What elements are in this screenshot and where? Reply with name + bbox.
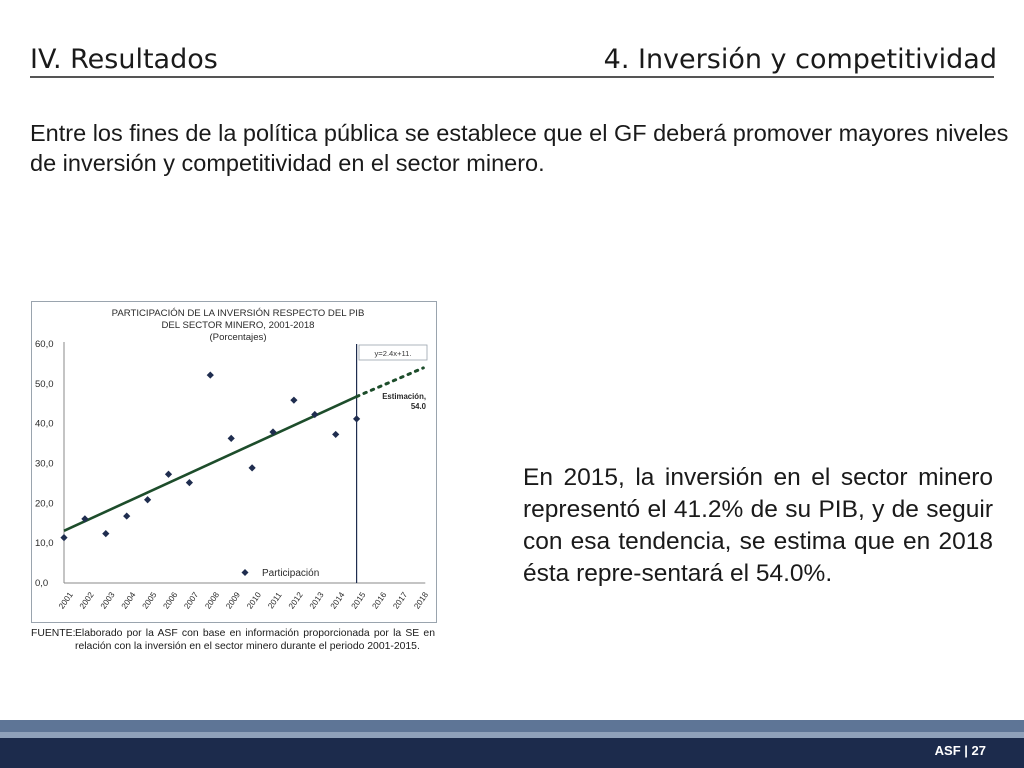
x-tick-label: 2002 xyxy=(78,590,96,610)
slide-title: 4. Inversión y competitividad xyxy=(603,44,997,75)
estimate-label: Estimación, xyxy=(382,392,426,401)
legend-diamond-marker xyxy=(241,569,249,576)
equation-box xyxy=(358,344,428,361)
x-tick-label: 2004 xyxy=(120,590,138,610)
y-tick-label: 50,0 xyxy=(35,379,54,390)
x-tick-label: 2013 xyxy=(308,590,326,610)
footer-band xyxy=(0,720,1024,768)
data-point xyxy=(144,496,152,504)
footer-page-label: ASF | 27 xyxy=(934,743,986,758)
x-tick-label: 2012 xyxy=(287,590,305,610)
findings-paragraph: En 2015, la inversión en el sector miner… xyxy=(523,464,993,587)
x-tick-label: 2008 xyxy=(203,590,221,610)
x-tick-label: 2014 xyxy=(329,590,347,610)
data-point xyxy=(332,430,340,439)
x-tick-label: 2007 xyxy=(182,590,200,610)
chart-title-line-2: DEL SECTOR MINERO, 2001-2018 xyxy=(161,320,314,331)
trend-line xyxy=(63,395,358,532)
data-point xyxy=(227,434,235,443)
footer-stripe-middle xyxy=(0,732,1024,738)
estimate-value: 54.0 xyxy=(411,402,427,411)
y-tick-label: 10,0 xyxy=(35,538,54,549)
data-point xyxy=(290,396,298,404)
chart-subtitle: (Porcentajes) xyxy=(209,332,266,343)
x-tick-label: 2015 xyxy=(350,590,368,610)
y-tick-label: 20,0 xyxy=(35,498,54,509)
x-tick-label: 2009 xyxy=(224,590,242,610)
data-point xyxy=(60,533,68,542)
x-tick-label: 2006 xyxy=(162,590,180,610)
source-text: Elaborado por la ASF con base en informa… xyxy=(75,628,435,652)
data-point xyxy=(81,515,89,523)
data-point xyxy=(185,479,193,487)
data-point xyxy=(311,410,319,419)
chart-container: PARTICIPACIÓN DE LA INVERSIÓN RESPECTO D… xyxy=(31,301,437,623)
x-tick-label: 2010 xyxy=(245,590,263,610)
x-tick-label: 2017 xyxy=(391,590,409,610)
x-tick-label: 2016 xyxy=(371,590,389,610)
y-tick-label: 30,0 xyxy=(35,459,54,470)
x-tick-label: 2003 xyxy=(99,590,117,610)
y-tick-label: 60,0 xyxy=(35,339,54,350)
data-point xyxy=(164,470,173,478)
source-label: FUENTE: xyxy=(31,628,76,639)
y-tick-label: 40,0 xyxy=(35,419,54,430)
x-tick-label: 2005 xyxy=(141,590,159,610)
data-point xyxy=(248,464,256,472)
data-point xyxy=(123,512,131,520)
trendline-equation: y=2.4x+11. xyxy=(374,349,411,358)
chart-legend: Participación xyxy=(241,568,319,579)
investment-share-chart: PARTICIPACIÓN DE LA INVERSIÓN RESPECTO D… xyxy=(35,308,430,611)
legend-label: Participación xyxy=(262,568,319,579)
source-note: FUENTE: Elaborado por la ASF con base en… xyxy=(31,627,435,653)
x-tick-label: 2011 xyxy=(266,590,284,610)
x-tick-label: 2001 xyxy=(57,590,75,610)
section-title: IV. Resultados xyxy=(30,44,218,75)
footer-stripe-top xyxy=(0,720,1024,732)
y-tick-label: 0,0 xyxy=(35,578,48,589)
intro-paragraph: Entre los fines de la política pública s… xyxy=(30,120,1009,176)
chart-title-line-1: PARTICIPACIÓN DE LA INVERSIÓN RESPECTO D… xyxy=(112,308,365,319)
title-divider xyxy=(30,76,994,78)
data-point xyxy=(353,415,361,423)
data-point xyxy=(102,530,110,538)
data-point xyxy=(206,371,214,379)
data-point xyxy=(269,428,277,436)
x-tick-label: 2018 xyxy=(412,590,430,610)
